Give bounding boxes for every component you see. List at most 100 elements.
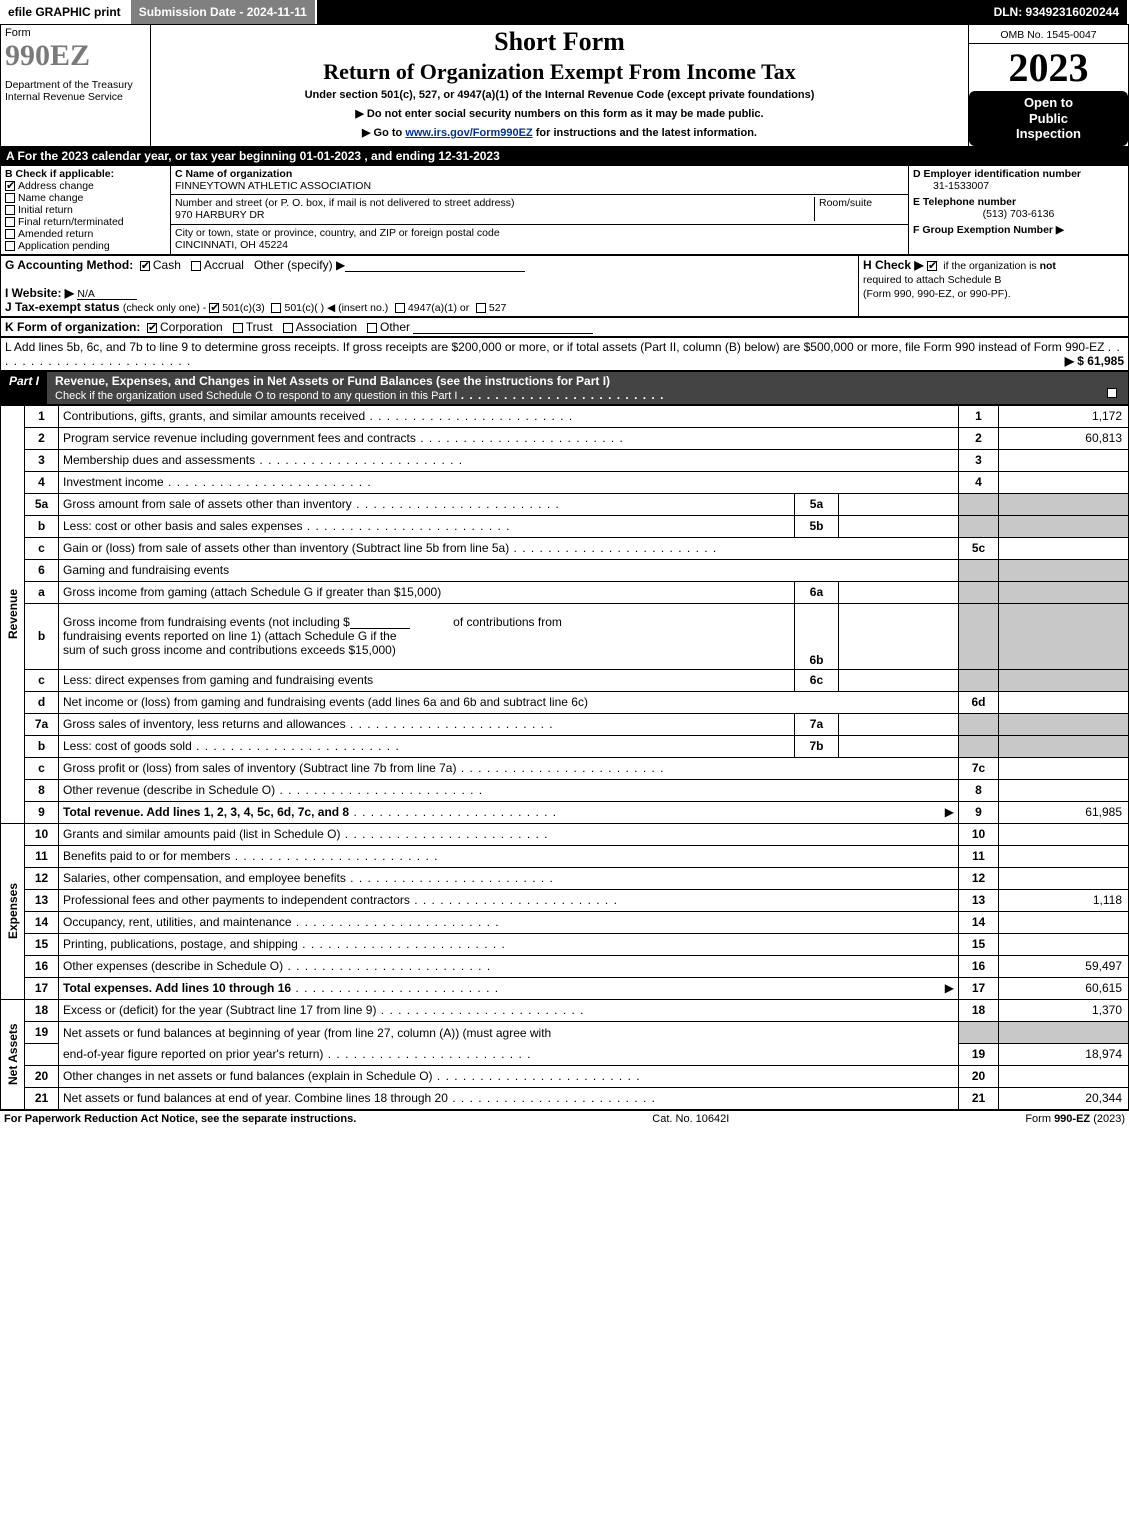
checkbox-amended-return[interactable]: [5, 229, 15, 239]
checkbox-assoc[interactable]: [283, 323, 293, 333]
j-opt2: 501(c)( ) ◀ (insert no.): [284, 302, 388, 314]
footer-left: For Paperwork Reduction Act Notice, see …: [4, 1113, 356, 1125]
dots-9: [349, 805, 557, 819]
checkbox-kother[interactable]: [367, 323, 377, 333]
box-6c-shade: [959, 669, 999, 691]
h-line2: required to attach Schedule B: [863, 274, 1001, 286]
amt-5c: [999, 537, 1129, 559]
desc-19b: end-of-year figure reported on prior yea…: [59, 1043, 959, 1065]
checkbox-corp[interactable]: [147, 323, 157, 333]
d-e-f-cell: D Employer identification number 31-1533…: [909, 165, 1129, 254]
k-label: K Form of organization:: [5, 320, 140, 334]
desc-3: Membership dues and assessments: [59, 449, 959, 471]
checkbox-name-change[interactable]: [5, 193, 15, 203]
section-a-bar: A For the 2023 calendar year, or tax yea…: [0, 147, 1129, 165]
l-cell: L Add lines 5b, 6c, and 7b to line 9 to …: [1, 337, 1129, 370]
box-18: 18: [959, 999, 999, 1021]
row-7a: 7a Gross sales of inventory, less return…: [1, 713, 1129, 735]
num-19b: [25, 1043, 59, 1065]
row-19a: 19 Net assets or fund balances at beginn…: [1, 1021, 1129, 1043]
irs-link[interactable]: www.irs.gov/Form990EZ: [405, 127, 532, 139]
part-i-bar: Part I Revenue, Expenses, and Changes in…: [0, 371, 1129, 405]
row-19b: end-of-year figure reported on prior yea…: [1, 1043, 1129, 1065]
checkbox-address-change[interactable]: [5, 181, 15, 191]
c-name-label: C Name of organization: [175, 168, 904, 180]
blank-6b: [350, 617, 410, 629]
box-2: 2: [959, 427, 999, 449]
f-label: F Group Exemption Number ▶: [913, 224, 1124, 236]
amt-6c-shade: [999, 669, 1129, 691]
row-5c: c Gain or (loss) from sale of assets oth…: [1, 537, 1129, 559]
footer-right-bold: 990-EZ: [1054, 1113, 1090, 1125]
row-7b: b Less: cost of goods sold 7b: [1, 735, 1129, 757]
box-10: 10: [959, 823, 999, 845]
num-8: 8: [25, 779, 59, 801]
desc-9: Total revenue. Add lines 1, 2, 3, 4, 5c,…: [59, 801, 959, 823]
checkbox-cash[interactable]: [140, 261, 150, 271]
subamt-7b: [838, 735, 958, 757]
checkbox-final-return[interactable]: [5, 217, 15, 227]
subamt-6c: [838, 669, 958, 691]
c-name-cell: C Name of organization FINNEYTOWN ATHLET…: [171, 165, 909, 195]
arrow-9: ▶: [945, 805, 954, 819]
j-opt4: 527: [489, 302, 507, 314]
checkbox-4947[interactable]: [395, 303, 405, 313]
amt-8: [999, 779, 1129, 801]
desc-8: Other revenue (describe in Schedule O): [59, 779, 959, 801]
checkbox-527[interactable]: [476, 303, 486, 313]
omb-number: OMB No. 1545-0047: [1000, 29, 1096, 41]
checkbox-application-pending[interactable]: [5, 241, 15, 251]
box-16: 16: [959, 955, 999, 977]
submission-date: Submission Date - 2024-11-11: [131, 0, 317, 24]
desc-15: Printing, publications, postage, and shi…: [59, 933, 959, 955]
desc-21: Net assets or fund balances at end of ye…: [59, 1087, 959, 1109]
b-label-4: Amended return: [18, 228, 93, 240]
row-10: Expenses 10 Grants and similar amounts p…: [1, 823, 1129, 845]
street-value: 970 HARBURY DR: [175, 209, 814, 221]
amt-19-shade: [999, 1021, 1129, 1043]
amt-7c: [999, 757, 1129, 779]
sub-7b: 7b: [794, 735, 838, 757]
box-19: 19: [959, 1043, 999, 1065]
num-14: 14: [25, 911, 59, 933]
b-label-3: Final return/terminated: [18, 216, 124, 228]
num-17: 17: [25, 977, 59, 999]
desc-5b: Less: cost or other basis and sales expe…: [59, 515, 795, 537]
num-7b: b: [25, 735, 59, 757]
num-7a: 7a: [25, 713, 59, 735]
checkbox-trust[interactable]: [233, 323, 243, 333]
subamt-6a: [838, 581, 958, 603]
k-other-blank: [413, 322, 593, 334]
box-1: 1: [959, 405, 999, 427]
amt-16: 59,497: [999, 955, 1129, 977]
g-other: Other (specify) ▶: [254, 258, 345, 272]
desc-6b-2: of contributions from: [453, 615, 562, 629]
checkbox-501c[interactable]: [271, 303, 281, 313]
row-9: 9 Total revenue. Add lines 1, 2, 3, 4, 5…: [1, 801, 1129, 823]
b-item-1: Name change: [5, 192, 166, 204]
num-18: 18: [25, 999, 59, 1021]
sub-7a: 7a: [794, 713, 838, 735]
checkbox-accrual[interactable]: [191, 261, 201, 271]
num-1: 1: [25, 405, 59, 427]
desc-7b: Less: cost of goods sold: [59, 735, 795, 757]
l-text: L Add lines 5b, 6c, and 7b to line 9 to …: [5, 340, 1104, 354]
b-item-0: Address change: [5, 180, 166, 192]
desc-14: Occupancy, rent, utilities, and maintena…: [59, 911, 959, 933]
i-label: I Website: ▶: [5, 286, 74, 300]
desc-17-text: Total expenses. Add lines 10 through 16: [63, 981, 291, 995]
num-3: 3: [25, 449, 59, 471]
checkbox-h[interactable]: [927, 261, 937, 271]
sub-6a: 6a: [794, 581, 838, 603]
checkbox-501c3[interactable]: [209, 303, 219, 313]
checkbox-schedule-o[interactable]: [1107, 388, 1117, 398]
box-8: 8: [959, 779, 999, 801]
row-6b: b Gross income from fundraising events (…: [1, 603, 1129, 669]
num-9: 9: [25, 801, 59, 823]
checkbox-initial-return[interactable]: [5, 205, 15, 215]
b-item-5: Application pending: [5, 240, 166, 252]
row-8: 8 Other revenue (describe in Schedule O)…: [1, 779, 1129, 801]
num-6d: d: [25, 691, 59, 713]
box-12: 12: [959, 867, 999, 889]
part-i-tag: Part I: [1, 372, 47, 404]
